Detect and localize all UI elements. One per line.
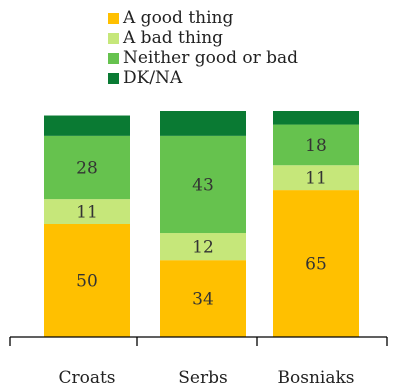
bar-segment xyxy=(160,111,246,136)
bar-segment xyxy=(273,190,359,337)
legend-label: Neither good or bad xyxy=(123,48,299,68)
bar-segment xyxy=(160,233,246,261)
bar-segment xyxy=(44,224,130,337)
data-label: 18 xyxy=(305,136,327,156)
legend-swatch xyxy=(108,32,119,44)
data-label: 65 xyxy=(305,255,327,275)
legend-label: DK/NA xyxy=(123,68,183,88)
category-label: Bosniaks xyxy=(278,368,355,385)
bar-segment xyxy=(273,111,359,125)
data-label: 28 xyxy=(76,159,98,179)
legend-item-bad: A bad thing xyxy=(108,28,298,48)
legend: A good thing A bad thing Neither good or… xyxy=(108,8,298,88)
legend-swatch xyxy=(108,72,119,84)
data-label: 43 xyxy=(192,175,214,195)
data-label: 34 xyxy=(192,290,214,310)
category-label: Croats xyxy=(58,368,115,385)
legend-swatch xyxy=(108,52,119,64)
data-labels-group: 50 11 28 34 12 43 65 11 18 xyxy=(76,136,327,310)
legend-item-good: A good thing xyxy=(108,8,298,28)
bar-segment xyxy=(44,199,130,224)
bar-segment xyxy=(273,124,359,166)
data-label: 50 xyxy=(76,272,98,292)
bar-segment xyxy=(160,135,246,234)
category-label: Serbs xyxy=(178,368,227,385)
bar-segment xyxy=(44,135,130,200)
data-label: 11 xyxy=(305,169,327,189)
bar-segment xyxy=(160,260,246,337)
legend-label: A good thing xyxy=(123,8,234,28)
x-axis: Croats Serbs Bosniaks xyxy=(9,336,388,385)
legend-swatch xyxy=(108,12,119,24)
data-label: 11 xyxy=(76,203,98,223)
bar-segment xyxy=(273,165,359,191)
data-label: 12 xyxy=(192,238,214,258)
legend-label: A bad thing xyxy=(123,28,224,48)
bars-group xyxy=(44,111,359,337)
legend-item-neither: Neither good or bad xyxy=(108,48,298,68)
bar-segment xyxy=(44,115,130,136)
legend-item-dkna: DK/NA xyxy=(108,68,298,88)
